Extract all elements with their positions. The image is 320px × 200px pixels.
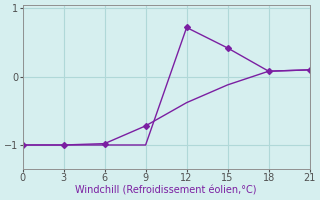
X-axis label: Windchill (Refroidissement éolien,°C): Windchill (Refroidissement éolien,°C) (76, 186, 257, 196)
